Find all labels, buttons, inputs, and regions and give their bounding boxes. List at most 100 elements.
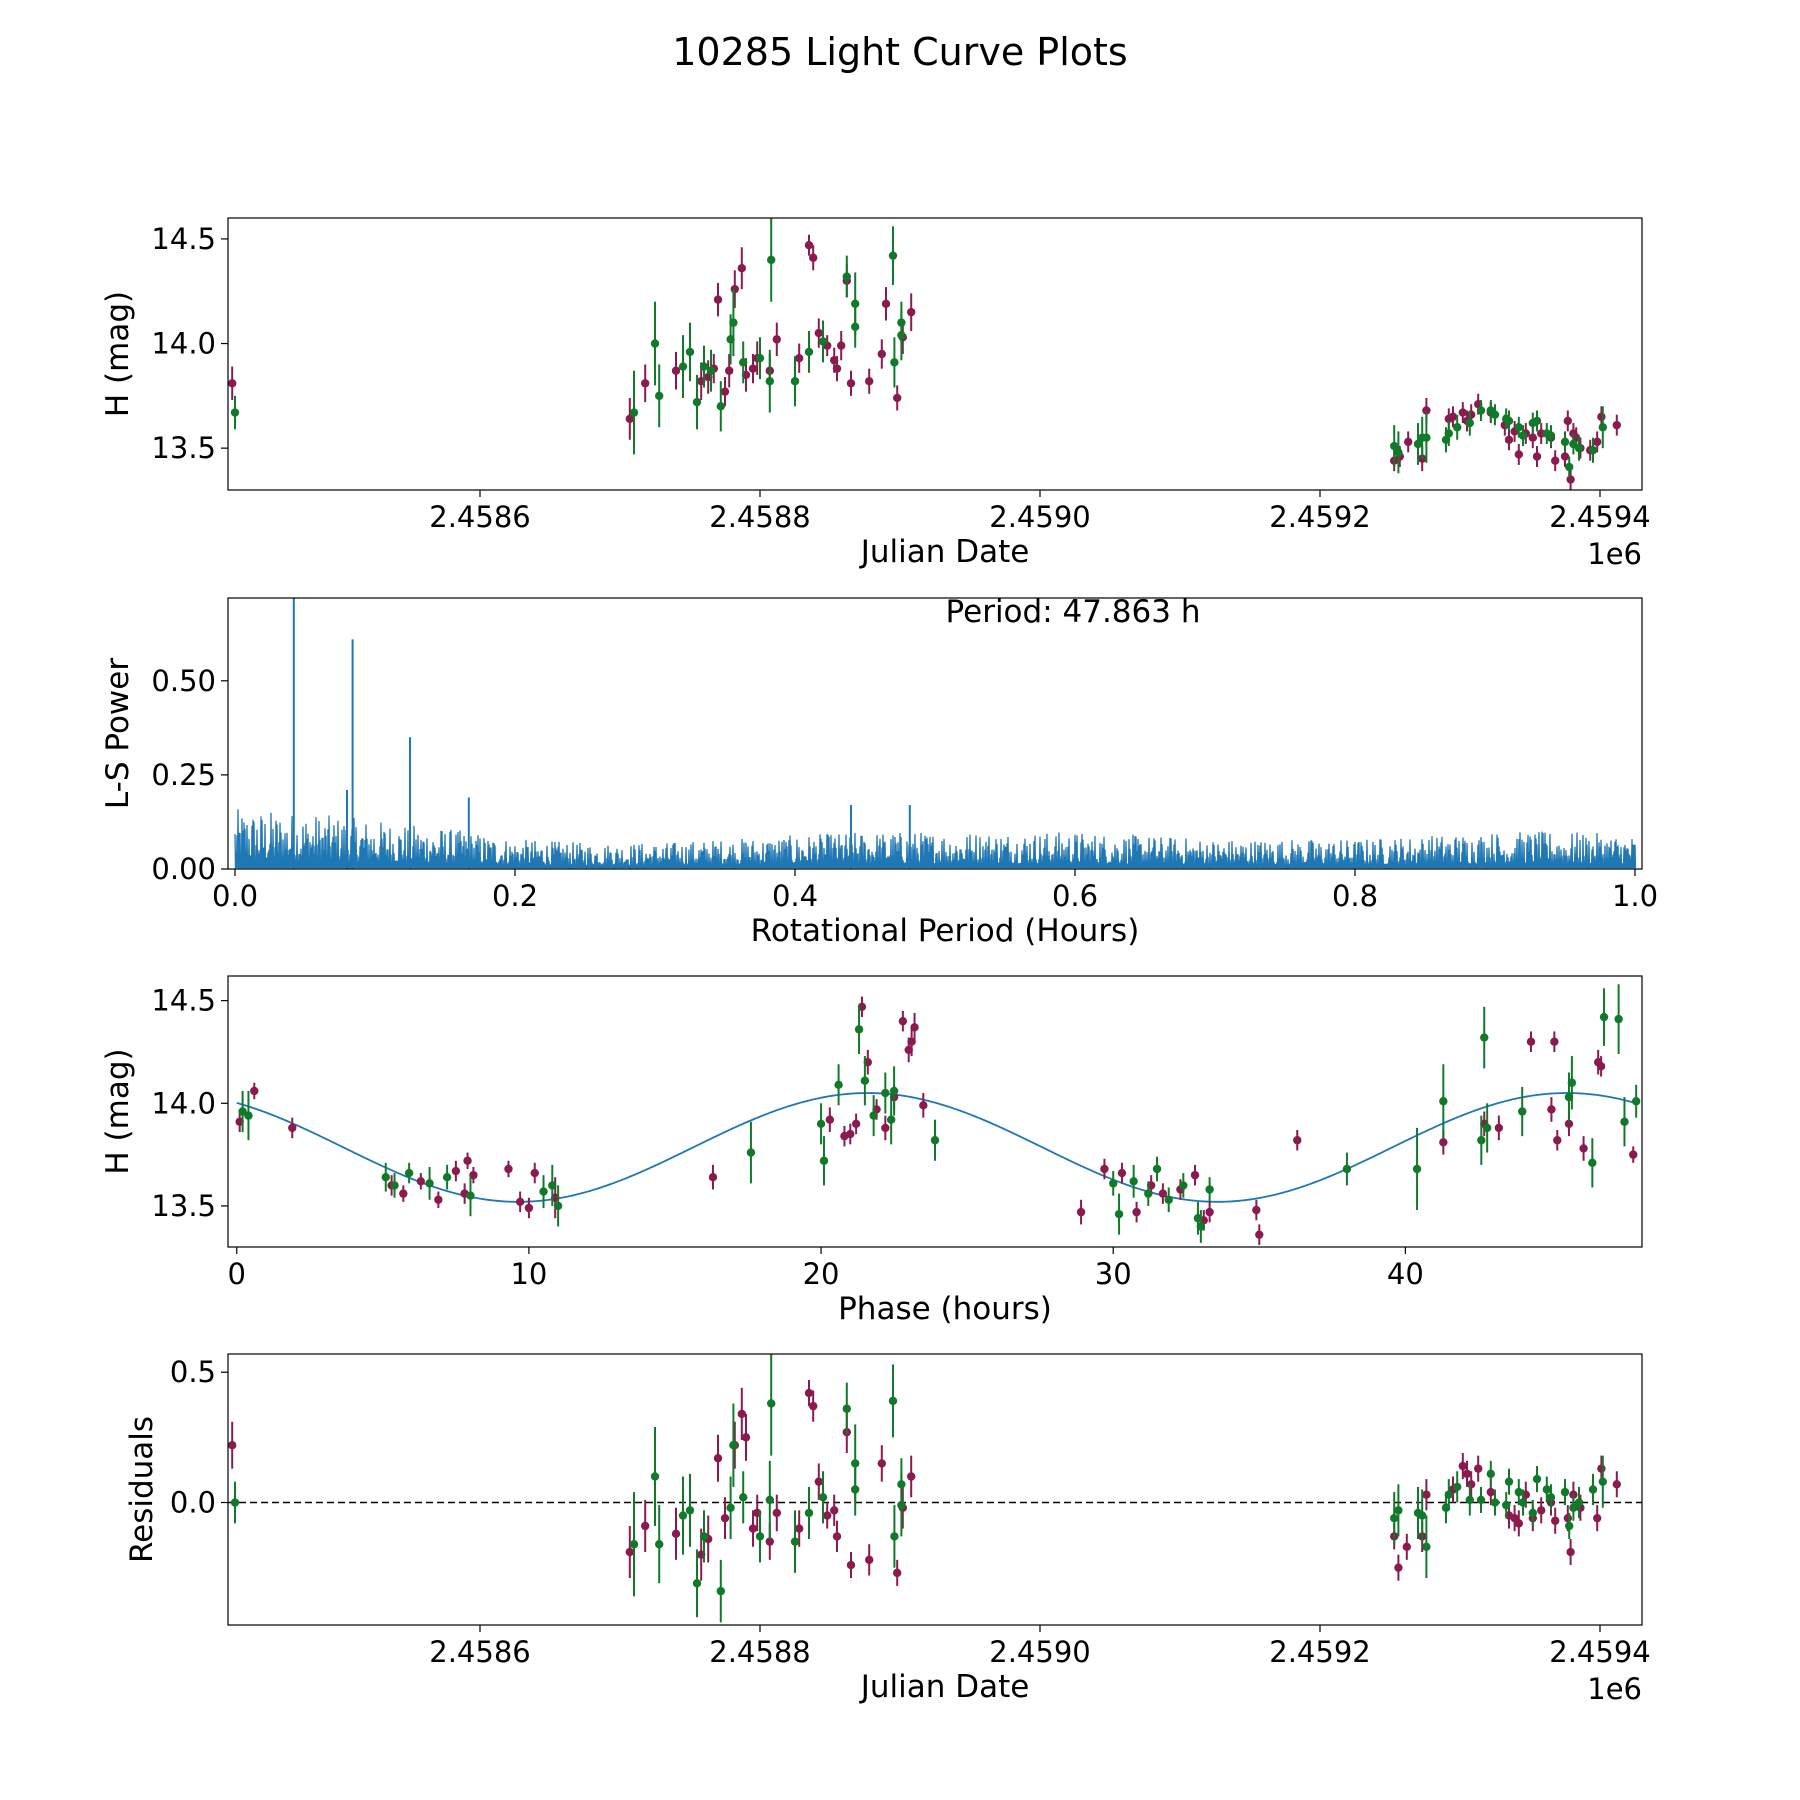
data-point-green xyxy=(804,1508,814,1518)
data-point-purple xyxy=(830,1506,839,1515)
data-point-green xyxy=(890,358,899,367)
data-point-green xyxy=(1588,446,1598,455)
y-tick-label: 14.5 xyxy=(151,984,216,1018)
data-point-green xyxy=(1504,1477,1514,1486)
x-tick-label: 0 xyxy=(228,1257,246,1291)
data-point-purple xyxy=(1252,1205,1261,1215)
data-point-green xyxy=(888,1396,898,1406)
data-point-purple xyxy=(1422,1490,1431,1499)
data-point-purple xyxy=(720,387,730,396)
data-point-green xyxy=(650,1472,660,1481)
x-tick-label: 40 xyxy=(1387,1257,1424,1291)
data-point-green xyxy=(678,362,688,371)
y-tick-label: 13.5 xyxy=(151,431,216,465)
data-point-green xyxy=(699,1532,709,1541)
data-point-green xyxy=(1546,1493,1556,1502)
data-point-green xyxy=(1528,1508,1538,1518)
data-point-purple xyxy=(416,1177,426,1186)
data-point-green xyxy=(238,1107,247,1116)
data-point-green xyxy=(834,1080,843,1090)
data-point-green xyxy=(881,1088,890,1098)
data-point-purple xyxy=(1514,1519,1524,1528)
data-point-purple xyxy=(741,1433,751,1442)
data-point-green xyxy=(1453,423,1462,432)
data-point-green xyxy=(1179,1181,1188,1190)
x-offset-label: 1e6 xyxy=(1587,537,1642,571)
data-point-green xyxy=(699,362,709,371)
data-point-green xyxy=(1144,1189,1153,1198)
data-point-purple xyxy=(765,1537,774,1546)
data-point-green xyxy=(1196,1222,1206,1231)
y-axis-label: H (mag) xyxy=(100,291,136,417)
data-point-purple xyxy=(1132,1207,1141,1217)
data-point-purple xyxy=(1612,1480,1622,1489)
data-point-purple xyxy=(825,1115,835,1124)
data-point-purple xyxy=(1526,1037,1536,1046)
data-point-green xyxy=(1477,1136,1486,1145)
x-offset-label: 1e6 xyxy=(1587,1672,1642,1706)
data-point-purple xyxy=(893,393,902,403)
x-tick-label: 2.4594 xyxy=(1549,1635,1650,1669)
data-point-purple xyxy=(809,1401,818,1411)
data-point-green xyxy=(851,1485,860,1494)
data-point-purple xyxy=(893,1568,902,1578)
data-point-green xyxy=(897,318,906,327)
data-point-purple xyxy=(1612,420,1622,430)
data-point-green xyxy=(404,1168,414,1178)
data-point-green xyxy=(1574,443,1584,453)
data-point-green xyxy=(1598,423,1608,432)
x-tick-label: 2.4592 xyxy=(1269,1635,1370,1669)
data-point-green xyxy=(548,1181,557,1190)
data-point-purple xyxy=(846,1560,856,1570)
data-point-green xyxy=(1490,410,1500,419)
data-point-green xyxy=(1490,1498,1500,1507)
data-point-green xyxy=(1444,1490,1454,1499)
data-point-green xyxy=(1439,1097,1448,1106)
data-point-purple xyxy=(720,1513,730,1523)
data-point-purple xyxy=(288,1123,297,1133)
data-point-purple xyxy=(1467,1480,1476,1489)
data-point-green xyxy=(1109,1179,1118,1188)
data-point-purple xyxy=(1551,1516,1560,1525)
data-point-purple xyxy=(851,1119,861,1129)
x-tick-label: 2.4592 xyxy=(1269,500,1370,534)
data-point-green xyxy=(1588,1158,1597,1168)
data-point-purple xyxy=(1550,1037,1559,1046)
y-tick-label: 0.25 xyxy=(151,758,216,792)
data-point-green xyxy=(1569,1503,1578,1512)
data-point-green xyxy=(790,377,800,386)
data-point-green xyxy=(1518,1498,1528,1507)
axes-frame-lc xyxy=(227,217,1643,491)
data-point-purple xyxy=(1563,416,1573,426)
data-point-purple xyxy=(837,341,846,350)
data-point-purple xyxy=(399,1189,408,1198)
data-point-green xyxy=(706,366,716,375)
x-axis-label: Phase (hours) xyxy=(838,1291,1052,1327)
data-point-green xyxy=(539,1187,548,1196)
x-tick-label: 2.4594 xyxy=(1549,500,1650,534)
x-axis-label: Rotational Period (Hours) xyxy=(751,913,1140,949)
data-point-green xyxy=(1394,448,1403,457)
data-point-green xyxy=(1390,1513,1399,1523)
data-point-green xyxy=(1465,418,1475,428)
data-point-purple xyxy=(865,1555,874,1565)
data-point-purple xyxy=(865,377,874,386)
data-point-purple xyxy=(1474,1464,1483,1473)
data-point-green xyxy=(1205,1185,1214,1194)
y-tick-label: 0.50 xyxy=(151,664,216,698)
y-tick-label: 14.5 xyxy=(151,222,216,256)
data-point-green xyxy=(851,322,860,331)
data-point-green xyxy=(1546,431,1556,440)
y-axis-label: L-S Power xyxy=(100,658,136,809)
data-point-purple xyxy=(881,1123,890,1133)
data-point-purple xyxy=(814,328,823,338)
x-tick-label: 20 xyxy=(803,1257,840,1291)
x-tick-label: 2.4588 xyxy=(709,500,810,534)
data-point-green xyxy=(1532,1474,1542,1484)
data-point-green xyxy=(1598,1477,1608,1486)
data-point-purple xyxy=(1100,1164,1109,1174)
data-point-purple xyxy=(804,241,814,250)
data-point-green xyxy=(767,1399,776,1408)
data-point-purple xyxy=(910,1023,919,1032)
x-tick-label: 2.4590 xyxy=(989,1635,1090,1669)
